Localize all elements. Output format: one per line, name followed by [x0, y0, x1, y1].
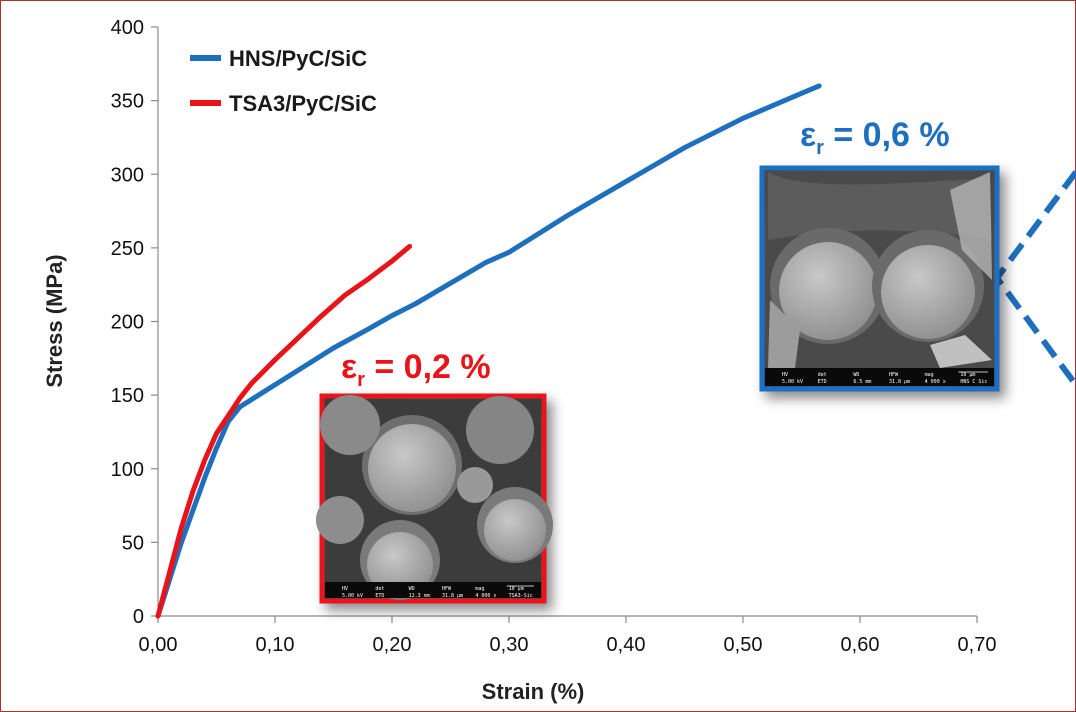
y-tick-label: 150 [111, 385, 144, 407]
y-tick-label: 200 [111, 312, 144, 334]
x-tick-label: 0,30 [490, 634, 529, 656]
y-tick-label: 50 [122, 532, 144, 554]
y-tick-label: 400 [111, 17, 144, 39]
sem-info-label: WD [853, 372, 859, 378]
y-ticks: 0 50 100 150 200 250 300 350 400 [111, 17, 158, 628]
series-line-tsa3 [155, 243, 413, 619]
sem-info-label: mag [475, 586, 484, 592]
sem-info-label: WD [409, 586, 415, 592]
sem-info-label: det [818, 372, 827, 378]
sem-info-label: HFW [442, 586, 452, 592]
y-axis-title: Stress (MPa) [42, 254, 67, 387]
legend-label-hns: HNS/PyC/SiC [229, 46, 367, 71]
sem-info-value: 4 000 x [475, 593, 496, 599]
y-tick-label: 300 [111, 164, 144, 186]
annotation-red-subscript: r [357, 369, 365, 391]
sem-info-label: HV [782, 372, 788, 378]
x-tick-label: 0,40 [607, 634, 646, 656]
x-tick-label: 0,70 [958, 634, 997, 656]
sem-info-label: det [375, 586, 384, 592]
sem-info-value: ETD [818, 379, 827, 385]
sem-info-value: TSA3-Sic [509, 593, 533, 599]
x-tick-label: 0,20 [373, 634, 412, 656]
y-tick-label: 0 [133, 606, 144, 628]
sem-image-tsa3-content: HV det WD HFW mag 10 µm 5.00 kV ETD 12.3 mm 31.8 … [316, 395, 553, 600]
annotation-blue-subscript: r [816, 137, 824, 159]
x-tick-label: 0,10 [256, 634, 295, 656]
legend-label-tsa3: TSA3/PyC/SiC [229, 91, 377, 116]
blue-callout-dashes [993, 170, 1076, 387]
series-line-hns [155, 83, 822, 619]
sem-info-label: HFW [889, 372, 899, 378]
x-axis-title: Strain (%) [482, 679, 585, 704]
sem-info-value: 6.5 mm [853, 379, 871, 385]
sem-tsa3-scalebar-text: HV det WD HFW mag 10 µm 5.00 kV ETD 12.3 mm 31.8 … [342, 585, 534, 599]
annotation-blue: εr = 0,6 % [800, 116, 950, 159]
x-tick-label: 0,50 [724, 634, 763, 656]
sem-info-value: 31.8 µm [442, 593, 463, 599]
x-tick-label: 0,00 [139, 634, 178, 656]
sem-info-label: 10 µm [960, 372, 975, 378]
y-tick-label: 350 [111, 91, 144, 113]
sem-info-value: ETD [375, 593, 384, 599]
y-tick-label: 250 [111, 238, 144, 260]
series-group [155, 83, 822, 619]
sem-info-value: 5.00 kV [782, 379, 803, 385]
legend: HNS/PyC/SiC TSA3/PyC/SiC [190, 46, 377, 116]
sem-info-value: 4 000 x [925, 379, 946, 385]
sem-info-value: HNS C Sic [960, 379, 987, 385]
sem-image-hns-content: HV det WD HFW mag 10 µm 5.00 kV ETD 6.5 mm 31.8 µ… [765, 171, 994, 386]
sem-info-value: 12.3 mm [409, 593, 430, 599]
sem-info-label: 10 µm [509, 586, 524, 592]
sem-info-value: 5.00 kV [342, 593, 363, 599]
sem-info-value: 31.8 µm [889, 379, 910, 385]
x-tick-label: 0,60 [841, 634, 880, 656]
x-ticks: 0,00 0,10 0,20 0,30 0,40 0,50 0,60 0,70 [139, 616, 997, 656]
sem-info-label: HV [342, 586, 348, 592]
annotation-red: εr = 0,2 % [341, 348, 491, 391]
sem-hns-scalebar-text: HV det WD HFW mag 10 µm 5.00 kV ETD 6.5 mm 31.8 µ… [782, 371, 988, 385]
sem-info-label: mag [925, 372, 934, 378]
y-tick-label: 100 [111, 459, 144, 481]
